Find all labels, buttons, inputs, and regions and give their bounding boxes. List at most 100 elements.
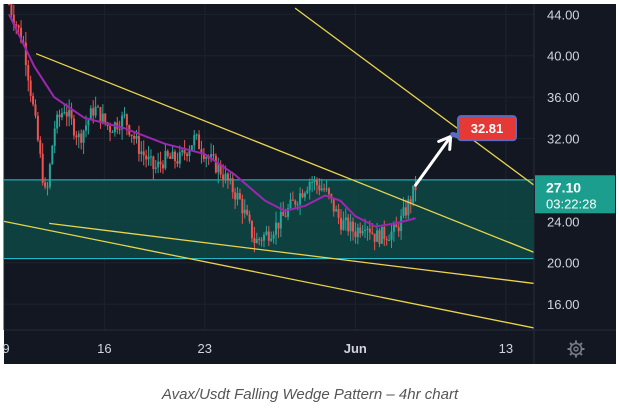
candle-body (250, 220, 253, 239)
candle-body (142, 151, 145, 156)
candle-body (306, 190, 309, 194)
candle-body (238, 192, 241, 199)
candle-body (258, 238, 261, 240)
x-tick-label: 13 (499, 341, 513, 356)
candle-body (332, 198, 335, 212)
candle-body (195, 134, 198, 136)
candle-body (402, 207, 405, 216)
candle-body (113, 122, 116, 133)
price-tag-bg (535, 175, 615, 214)
candle-body (202, 153, 205, 159)
candle-body (70, 109, 73, 119)
candle-body (299, 193, 302, 205)
candle-body (395, 224, 398, 228)
candle-body (193, 135, 196, 146)
candle-body (289, 199, 292, 209)
y-tick-label: 44.00 (547, 7, 580, 22)
x-tick-label: 23 (198, 341, 212, 356)
candle-body (214, 155, 217, 173)
gear-icon[interactable] (567, 340, 585, 358)
arrow-shaft (414, 134, 453, 187)
candle-body (323, 188, 326, 190)
candle-body (330, 194, 333, 199)
candle-body (58, 114, 61, 118)
projection-arrow (414, 134, 453, 187)
y-tick-label: 40.00 (547, 49, 580, 64)
candle-body (354, 231, 357, 238)
candle-body (356, 227, 359, 238)
candle-body (366, 228, 369, 230)
wedge-lines (4, 7, 534, 329)
candle-body (60, 113, 63, 118)
candle-body (145, 155, 148, 160)
candle-body (169, 156, 172, 159)
candle-body (318, 185, 321, 191)
x-tick-label: 9 (2, 341, 9, 356)
zone-fill (4, 179, 534, 259)
candle-body (53, 128, 56, 146)
candle-body (407, 199, 410, 216)
candle-body (111, 132, 114, 134)
candle-body (267, 231, 270, 241)
candle-body (337, 209, 340, 218)
candle-body (140, 151, 143, 154)
candle-body (24, 42, 27, 66)
candle-body (15, 24, 18, 26)
candle-body (282, 212, 285, 216)
candle-body (186, 153, 189, 156)
target-badge (457, 115, 517, 142)
candle-body (75, 135, 78, 138)
candle-body (188, 149, 191, 156)
candle-body (409, 199, 412, 203)
candle-body (400, 215, 403, 232)
candle-body (161, 164, 164, 169)
candle-body (404, 207, 407, 216)
candle-body (94, 106, 97, 116)
y-tick-label: 32.00 (547, 132, 580, 147)
candle-body (364, 229, 367, 231)
candle-body (222, 174, 225, 181)
candle-body (380, 226, 383, 244)
candle-body (166, 151, 169, 157)
candle-body (368, 228, 371, 233)
candle-body (347, 217, 350, 232)
candle-body (32, 95, 35, 105)
candle-body (84, 125, 87, 131)
y-tick-label: 20.00 (547, 256, 580, 271)
candle-body (243, 209, 246, 214)
time-axis: 9 16 23 Jun 13 (2, 341, 513, 356)
candle-body (133, 136, 136, 139)
candle-body (34, 104, 37, 116)
candle-body (284, 215, 287, 217)
candle-body (137, 135, 140, 154)
y-tick-label: 24.00 (547, 214, 580, 229)
candle-body (231, 178, 234, 193)
candle-body (125, 114, 128, 126)
wedge-line (49, 222, 534, 285)
candle-body (97, 106, 100, 108)
candle-body (87, 120, 90, 126)
price-chart[interactable]: 32.81 16.00 20.00 24.00 32.00 36.00 40.00 44.0… (0, 0, 620, 372)
candle-body (68, 109, 71, 117)
y-tick-label: 16.00 (547, 297, 580, 312)
candle-body (12, 14, 15, 25)
price-axis: 16.00 20.00 24.00 32.00 36.00 40.00 44.00 (547, 7, 580, 312)
candle-body (65, 112, 68, 117)
candle-body (147, 156, 150, 160)
candle-body (217, 164, 220, 173)
candle-body (82, 130, 85, 143)
candle-body (8, 4, 11, 5)
arrow-head (448, 134, 453, 151)
candle-body (72, 118, 75, 136)
candle-body (157, 161, 160, 168)
candle-body (265, 231, 268, 235)
x-tick-label: 16 (97, 341, 111, 356)
ma-series-line (8, 13, 416, 228)
candle-body (327, 188, 330, 195)
candle-body (183, 150, 186, 154)
candle-body (20, 27, 23, 42)
wedge-line (4, 220, 534, 329)
candle-body (248, 214, 251, 221)
candle-body (325, 188, 328, 190)
